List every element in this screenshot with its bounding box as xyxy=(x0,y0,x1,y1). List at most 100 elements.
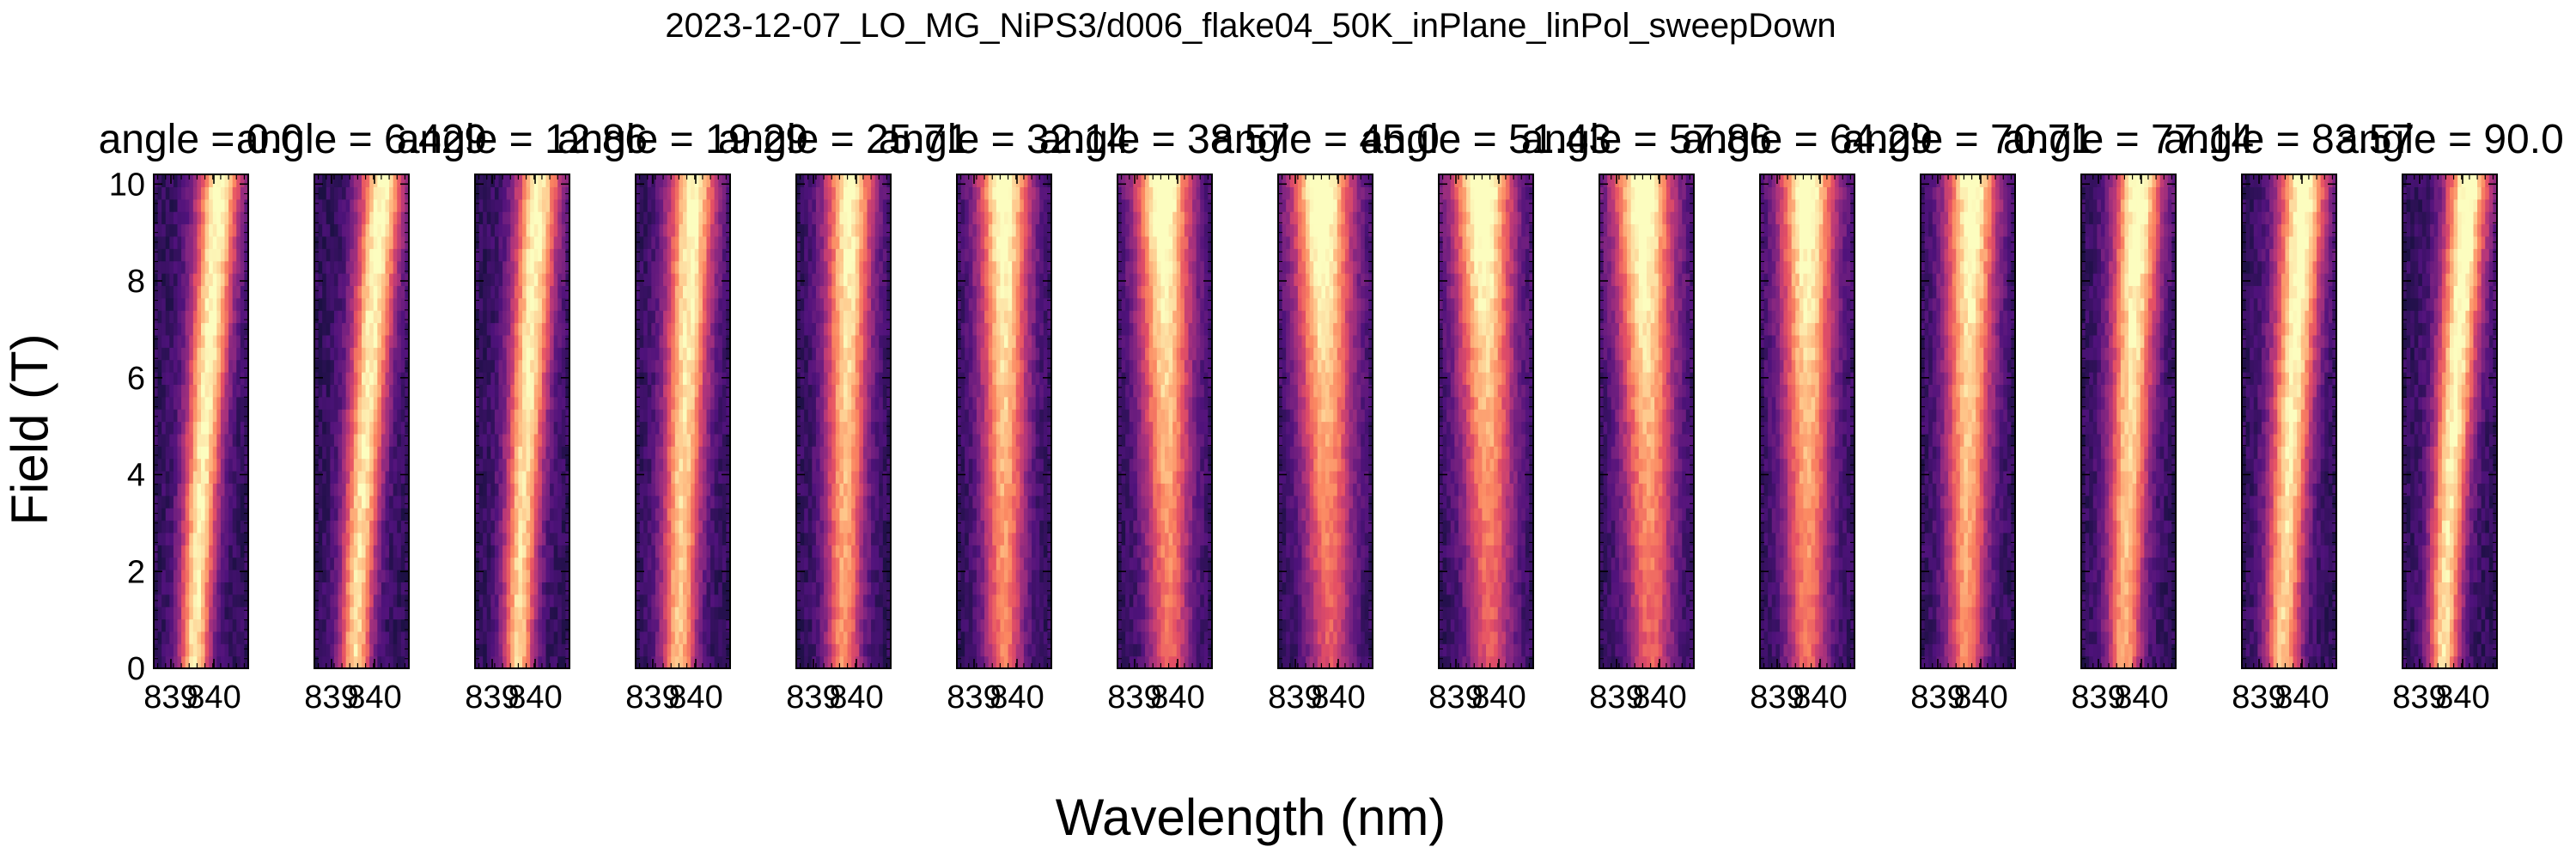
heatmap-cell xyxy=(557,421,563,435)
heatmap-cell xyxy=(157,618,162,632)
heatmap-cell xyxy=(879,396,884,410)
heatmap-cell xyxy=(192,372,198,385)
heatmap-cell xyxy=(365,310,370,324)
heatmap-cell xyxy=(518,248,523,262)
heatmap-cell xyxy=(330,211,335,225)
heatmap-cell xyxy=(843,594,849,607)
heatmap-cell xyxy=(655,495,661,509)
heatmap-cell xyxy=(157,285,162,299)
heatmap-cell xyxy=(377,557,382,570)
heatmap-cell xyxy=(561,545,567,558)
heatmap-cell xyxy=(161,458,167,472)
heatmap-cell xyxy=(357,508,362,521)
heatmap-cell xyxy=(192,211,198,225)
heatmap-cell xyxy=(683,545,688,558)
heatmap-cell xyxy=(314,421,320,435)
heatmap-cell xyxy=(859,655,864,669)
heatmap-cell xyxy=(714,334,719,348)
heatmap-cell xyxy=(181,211,186,225)
heatmap-cell xyxy=(674,446,680,460)
heatmap-cell xyxy=(333,235,339,249)
heatmap-cell xyxy=(636,631,641,644)
heatmap-cell xyxy=(330,631,335,644)
heatmap-cell xyxy=(345,606,350,620)
heatmap-cell xyxy=(502,471,508,484)
heatmap-cell xyxy=(815,433,821,447)
heatmap-cell xyxy=(796,618,801,632)
heatmap-cell xyxy=(157,471,162,484)
heatmap-cell xyxy=(173,273,179,286)
heatmap-cell xyxy=(541,532,547,545)
heatmap-cell xyxy=(197,334,202,348)
heatmap-cell xyxy=(541,334,547,348)
heatmap-cell xyxy=(165,446,170,460)
heatmap-cell xyxy=(204,520,210,533)
heatmap-cell xyxy=(639,409,644,423)
heatmap-cell xyxy=(647,409,652,423)
heatmap-cell xyxy=(886,643,892,657)
heatmap-cell xyxy=(565,359,570,373)
heatmap-cell xyxy=(691,285,696,299)
heatmap-cell xyxy=(510,359,515,373)
heatmap-cell xyxy=(318,655,323,669)
heatmap-cell xyxy=(847,409,852,423)
heatmap-cell xyxy=(224,643,229,657)
heatmap-cell xyxy=(663,359,668,373)
heatmap-cell xyxy=(201,384,206,398)
heatmap-cell xyxy=(240,631,246,644)
heatmap-cell xyxy=(839,471,844,484)
heatmap-cell xyxy=(389,606,394,620)
heatmap-cell xyxy=(483,655,488,669)
heatmap-cell xyxy=(663,235,668,249)
heatmap-cell xyxy=(706,260,711,274)
heatmap-cell xyxy=(165,310,170,324)
heatmap-cell xyxy=(357,310,362,324)
heatmap-cell xyxy=(475,618,480,632)
heatmap-cell xyxy=(192,532,198,545)
heatmap-cell xyxy=(397,483,402,497)
heatmap-cell xyxy=(333,359,339,373)
heatmap-cell xyxy=(330,582,335,595)
heatmap-cell xyxy=(557,235,563,249)
heatmap-cell xyxy=(165,631,170,644)
heatmap-cell xyxy=(671,396,676,410)
heatmap-cell xyxy=(244,582,249,595)
heatmap-cell xyxy=(389,618,394,632)
heatmap-cell xyxy=(855,421,860,435)
heatmap-cell xyxy=(224,372,229,385)
heatmap-cell xyxy=(498,582,503,595)
heatmap-cell xyxy=(381,582,387,595)
heatmap-cell xyxy=(373,557,378,570)
heatmap-cell xyxy=(181,520,186,533)
heatmap-cell xyxy=(209,446,214,460)
heatmap-cell xyxy=(393,396,398,410)
heatmap-cell xyxy=(165,297,170,311)
heatmap-cell xyxy=(855,396,860,410)
heatmap-cell xyxy=(157,594,162,607)
heatmap-cell xyxy=(400,471,406,484)
heatmap-cell xyxy=(197,606,202,620)
heatmap-cell xyxy=(538,471,543,484)
heatmap-cell xyxy=(550,458,555,472)
heatmap-cell xyxy=(671,570,676,582)
heatmap-cell xyxy=(362,483,367,497)
heatmap-cell xyxy=(357,594,362,607)
heatmap-cell xyxy=(389,520,394,533)
heatmap-cell xyxy=(718,334,723,348)
heatmap-cell xyxy=(201,594,206,607)
heatmap-cell xyxy=(859,409,864,423)
heatmap-cell xyxy=(710,347,716,361)
heatmap-cell xyxy=(342,198,347,212)
heatmap-cell xyxy=(353,570,359,582)
heatmap-cell xyxy=(855,458,860,472)
heatmap-cell xyxy=(212,433,217,447)
heatmap-cell xyxy=(714,508,719,521)
heatmap-cell xyxy=(550,384,555,398)
heatmap-cell xyxy=(322,174,327,187)
heatmap-cell xyxy=(373,458,378,472)
heatmap-cell xyxy=(722,508,728,521)
heatmap-cell xyxy=(353,582,359,595)
heatmap-cell xyxy=(694,211,699,225)
heatmap-cell xyxy=(362,570,367,582)
heatmap-cell xyxy=(165,520,170,533)
